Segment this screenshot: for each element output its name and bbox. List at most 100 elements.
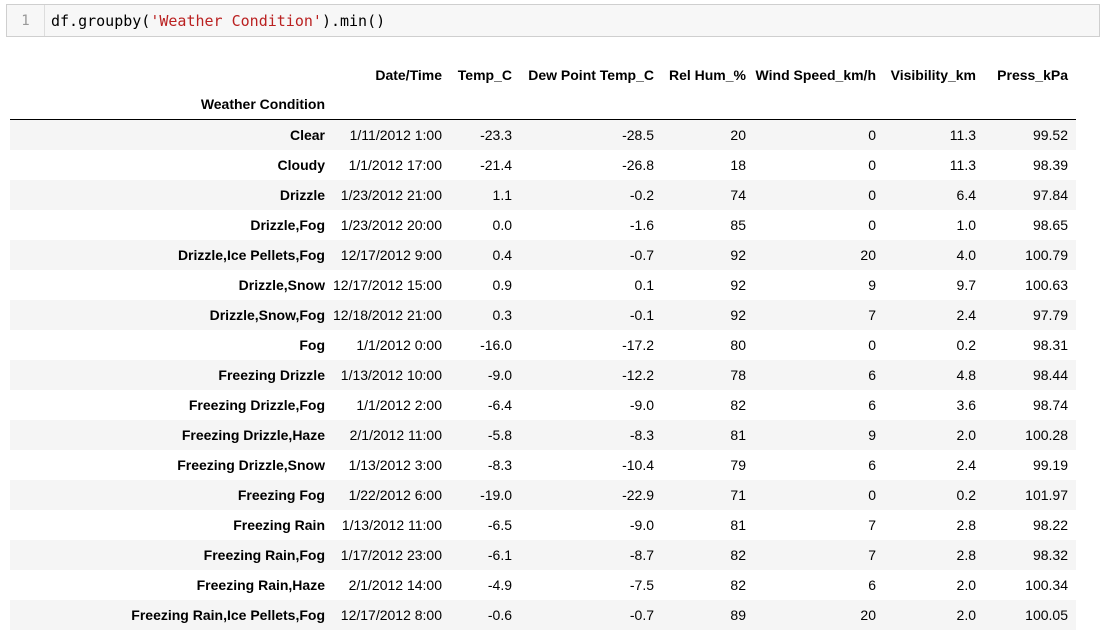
table-cell: 97.79 bbox=[984, 300, 1076, 330]
table-cell: -21.4 bbox=[450, 150, 520, 180]
table-cell: 1/23/2012 20:00 bbox=[325, 210, 450, 240]
row-index-label: Fog bbox=[10, 330, 325, 360]
table-cell: 100.63 bbox=[984, 270, 1076, 300]
table-cell: 6 bbox=[754, 360, 884, 390]
table-cell: 2.0 bbox=[884, 420, 984, 450]
table-cell: 1.1 bbox=[450, 180, 520, 210]
table-cell: 9 bbox=[754, 420, 884, 450]
table-cell: 0.2 bbox=[884, 480, 984, 510]
table-cell: 6 bbox=[754, 450, 884, 480]
column-header: Temp_C bbox=[450, 61, 520, 89]
column-header-row: Date/Time Temp_C Dew Point Temp_C Rel Hu… bbox=[10, 61, 1076, 89]
table-cell: -17.2 bbox=[520, 330, 662, 360]
table-cell: 71 bbox=[662, 480, 754, 510]
table-cell: 9 bbox=[754, 270, 884, 300]
table-cell: 101.97 bbox=[984, 480, 1076, 510]
row-index-label: Freezing Rain,Ice Pellets,Fog bbox=[10, 600, 325, 630]
table-cell: 82 bbox=[662, 540, 754, 570]
table-cell: -26.8 bbox=[520, 150, 662, 180]
table-cell: -10.4 bbox=[520, 450, 662, 480]
table-cell: 7 bbox=[754, 540, 884, 570]
table-cell: 0 bbox=[754, 330, 884, 360]
column-header: Date/Time bbox=[325, 61, 450, 89]
table-cell: 0 bbox=[754, 150, 884, 180]
table-cell: 12/18/2012 21:00 bbox=[325, 300, 450, 330]
row-index-label: Freezing Rain,Haze bbox=[10, 570, 325, 600]
table-cell: 2/1/2012 14:00 bbox=[325, 570, 450, 600]
table-cell: 92 bbox=[662, 270, 754, 300]
table-cell: 2.0 bbox=[884, 570, 984, 600]
code-editor[interactable]: df.groupby('Weather Condition').min() bbox=[45, 12, 385, 30]
table-cell: 18 bbox=[662, 150, 754, 180]
table-cell: 6 bbox=[754, 570, 884, 600]
table-cell: 0 bbox=[754, 180, 884, 210]
table-cell: 81 bbox=[662, 420, 754, 450]
table-cell: -0.7 bbox=[520, 240, 662, 270]
table-cell: -6.1 bbox=[450, 540, 520, 570]
table-cell: 1/17/2012 23:00 bbox=[325, 540, 450, 570]
table-cell: 2.8 bbox=[884, 510, 984, 540]
table-cell: 6.4 bbox=[884, 180, 984, 210]
table-cell: 9.7 bbox=[884, 270, 984, 300]
table-cell: -0.2 bbox=[520, 180, 662, 210]
table-cell: 1/1/2012 17:00 bbox=[325, 150, 450, 180]
table-cell: 7 bbox=[754, 510, 884, 540]
row-index-label: Drizzle,Snow bbox=[10, 270, 325, 300]
header-blank bbox=[10, 61, 325, 89]
table-cell: 7 bbox=[754, 300, 884, 330]
table-cell: 1/23/2012 21:00 bbox=[325, 180, 450, 210]
table-cell: -9.0 bbox=[450, 360, 520, 390]
table-cell: 1/1/2012 2:00 bbox=[325, 390, 450, 420]
column-header: Rel Hum_% bbox=[662, 61, 754, 89]
table-cell: 4.0 bbox=[884, 240, 984, 270]
table-cell: 2.8 bbox=[884, 540, 984, 570]
table-cell: 11.3 bbox=[884, 120, 984, 151]
table-cell: 92 bbox=[662, 240, 754, 270]
table-cell: 3.6 bbox=[884, 390, 984, 420]
table-cell: 82 bbox=[662, 570, 754, 600]
table-cell: 0 bbox=[754, 480, 884, 510]
table-cell: -0.6 bbox=[450, 600, 520, 630]
table-cell: -4.9 bbox=[450, 570, 520, 600]
table-cell: 12/17/2012 15:00 bbox=[325, 270, 450, 300]
row-index-label: Drizzle,Fog bbox=[10, 210, 325, 240]
table-cell: 100.79 bbox=[984, 240, 1076, 270]
table-cell: 98.32 bbox=[984, 540, 1076, 570]
table-cell: 100.28 bbox=[984, 420, 1076, 450]
row-index-label: Freezing Fog bbox=[10, 480, 325, 510]
table-cell: -28.5 bbox=[520, 120, 662, 151]
table-cell: 89 bbox=[662, 600, 754, 630]
table-cell: -7.5 bbox=[520, 570, 662, 600]
table-cell: 100.34 bbox=[984, 570, 1076, 600]
table-cell: 12/17/2012 9:00 bbox=[325, 240, 450, 270]
table-cell: 2/1/2012 11:00 bbox=[325, 420, 450, 450]
row-index-label: Freezing Drizzle,Fog bbox=[10, 390, 325, 420]
table-cell: 1/13/2012 11:00 bbox=[325, 510, 450, 540]
row-index-label: Freezing Drizzle bbox=[10, 360, 325, 390]
row-index-label: Freezing Drizzle,Snow bbox=[10, 450, 325, 480]
code-cell[interactable]: 1 df.groupby('Weather Condition').min() bbox=[6, 4, 1100, 37]
table-cell: 98.31 bbox=[984, 330, 1076, 360]
table-cell: -8.3 bbox=[520, 420, 662, 450]
table-cell: 11.3 bbox=[884, 150, 984, 180]
table-cell: -0.1 bbox=[520, 300, 662, 330]
row-index-label: Freezing Rain bbox=[10, 510, 325, 540]
table-cell: -9.0 bbox=[520, 390, 662, 420]
table-cell: 1/13/2012 10:00 bbox=[325, 360, 450, 390]
table-cell: 82 bbox=[662, 390, 754, 420]
table-cell: 98.44 bbox=[984, 360, 1076, 390]
row-index-label: Freezing Rain,Fog bbox=[10, 540, 325, 570]
table-cell: -6.5 bbox=[450, 510, 520, 540]
table-cell: -8.7 bbox=[520, 540, 662, 570]
table-cell: 98.65 bbox=[984, 210, 1076, 240]
table-cell: 0.4 bbox=[450, 240, 520, 270]
